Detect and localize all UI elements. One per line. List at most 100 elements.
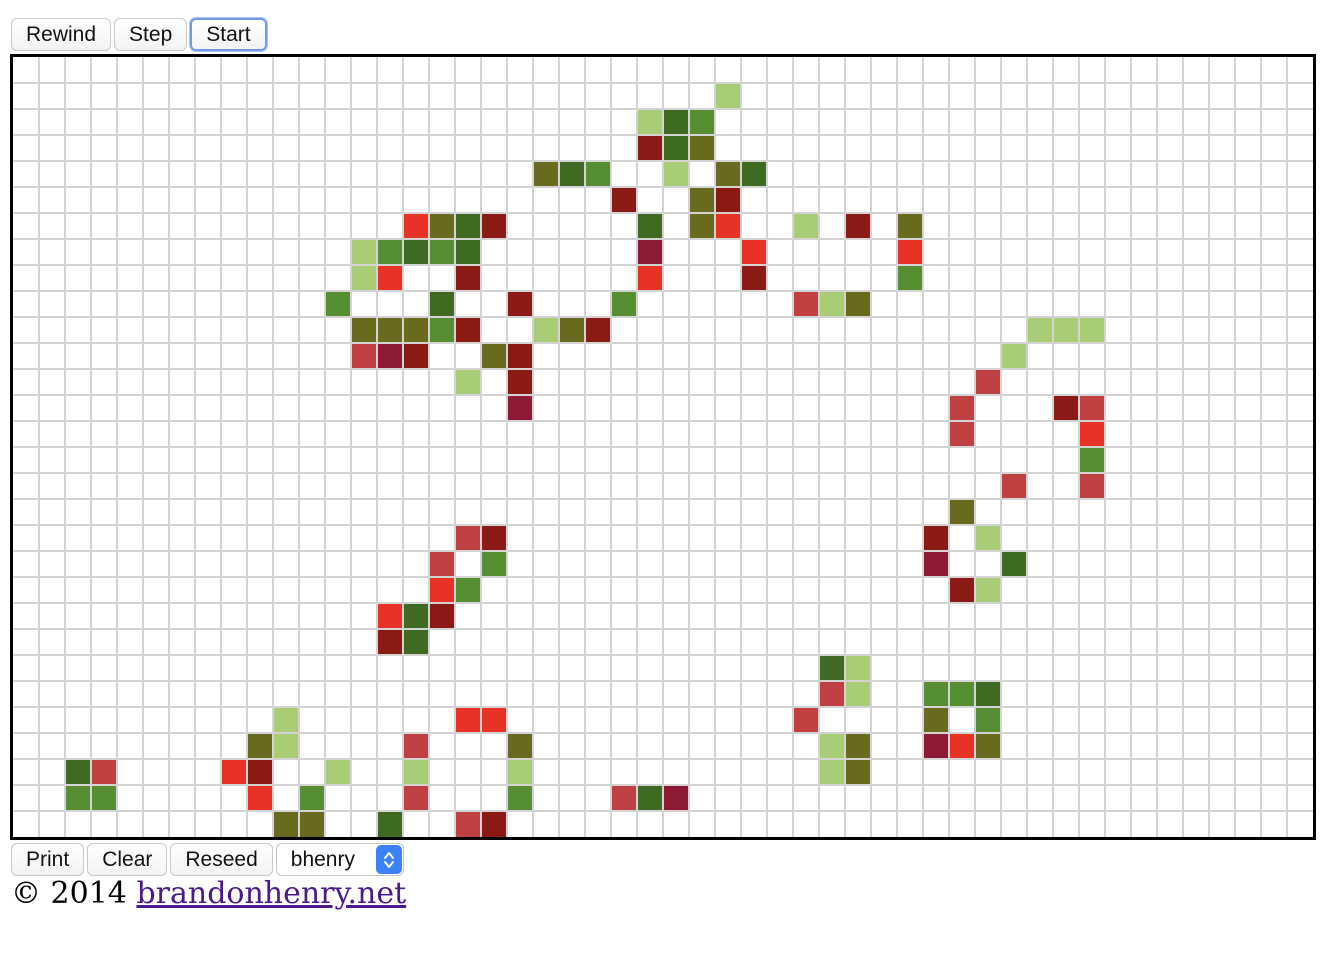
live-cell[interactable] [923, 551, 949, 577]
live-cell[interactable] [923, 707, 949, 733]
live-cell[interactable] [533, 161, 559, 187]
live-cell[interactable] [507, 733, 533, 759]
live-cell[interactable] [1027, 317, 1053, 343]
live-cell[interactable] [403, 785, 429, 811]
live-cell[interactable] [975, 707, 1001, 733]
live-cell[interactable] [481, 343, 507, 369]
live-cell[interactable] [689, 135, 715, 161]
live-cell[interactable] [429, 551, 455, 577]
print-button[interactable]: Print [11, 843, 85, 876]
live-cell[interactable] [793, 707, 819, 733]
live-cell[interactable] [221, 759, 247, 785]
live-cell[interactable] [637, 135, 663, 161]
live-cell[interactable] [507, 395, 533, 421]
live-cell[interactable] [481, 811, 507, 837]
live-cell[interactable] [429, 213, 455, 239]
live-cell[interactable] [897, 213, 923, 239]
live-cell[interactable] [663, 135, 689, 161]
live-cell[interactable] [377, 265, 403, 291]
live-cell[interactable] [429, 239, 455, 265]
live-cell[interactable] [247, 733, 273, 759]
live-cell[interactable] [481, 551, 507, 577]
live-cell[interactable] [1079, 447, 1105, 473]
live-cell[interactable] [923, 525, 949, 551]
live-cell[interactable] [1053, 395, 1079, 421]
live-cell[interactable] [845, 655, 871, 681]
live-cell[interactable] [403, 733, 429, 759]
live-cell[interactable] [377, 239, 403, 265]
live-cell[interactable] [1079, 317, 1105, 343]
live-cell[interactable] [819, 759, 845, 785]
live-cell[interactable] [481, 525, 507, 551]
live-cell[interactable] [247, 785, 273, 811]
live-cell[interactable] [91, 759, 117, 785]
live-cell[interactable] [455, 707, 481, 733]
live-cell[interactable] [845, 681, 871, 707]
live-cell[interactable] [689, 109, 715, 135]
live-cell[interactable] [403, 239, 429, 265]
live-cell[interactable] [741, 161, 767, 187]
live-cell[interactable] [559, 317, 585, 343]
live-cell[interactable] [845, 291, 871, 317]
live-cell[interactable] [377, 603, 403, 629]
live-cell[interactable] [611, 291, 637, 317]
live-cell[interactable] [845, 733, 871, 759]
live-cell[interactable] [819, 681, 845, 707]
live-cell[interactable] [403, 213, 429, 239]
live-cell[interactable] [507, 343, 533, 369]
live-cell[interactable] [897, 265, 923, 291]
live-cell[interactable] [949, 577, 975, 603]
live-cell[interactable] [845, 213, 871, 239]
live-cell[interactable] [741, 265, 767, 291]
live-cell[interactable] [351, 343, 377, 369]
live-cell[interactable] [949, 499, 975, 525]
step-button[interactable]: Step [114, 18, 188, 51]
live-cell[interactable] [715, 187, 741, 213]
live-cell[interactable] [403, 343, 429, 369]
live-cell[interactable] [1079, 473, 1105, 499]
live-cell[interactable] [689, 187, 715, 213]
live-cell[interactable] [299, 785, 325, 811]
live-cell[interactable] [65, 759, 91, 785]
live-cell[interactable] [689, 213, 715, 239]
live-cell[interactable] [741, 239, 767, 265]
live-cell[interactable] [949, 733, 975, 759]
live-cell[interactable] [793, 213, 819, 239]
live-cell[interactable] [715, 83, 741, 109]
live-cell[interactable] [351, 317, 377, 343]
live-cell[interactable] [273, 707, 299, 733]
start-button[interactable]: Start [190, 18, 267, 51]
live-cell[interactable] [975, 369, 1001, 395]
live-cell[interactable] [1001, 473, 1027, 499]
live-cell[interactable] [325, 759, 351, 785]
live-cell[interactable] [429, 603, 455, 629]
live-cell[interactable] [793, 291, 819, 317]
live-cell[interactable] [65, 785, 91, 811]
live-cell[interactable] [715, 161, 741, 187]
live-cell[interactable] [975, 681, 1001, 707]
live-cell[interactable] [533, 317, 559, 343]
live-cell[interactable] [455, 525, 481, 551]
live-cell[interactable] [507, 785, 533, 811]
live-cell[interactable] [507, 759, 533, 785]
live-cell[interactable] [377, 317, 403, 343]
live-cell[interactable] [377, 811, 403, 837]
live-cell[interactable] [403, 603, 429, 629]
live-cell[interactable] [507, 291, 533, 317]
live-cell[interactable] [663, 109, 689, 135]
live-cell[interactable] [351, 239, 377, 265]
live-cell[interactable] [637, 265, 663, 291]
live-cell[interactable] [923, 681, 949, 707]
live-cell[interactable] [247, 759, 273, 785]
live-cell[interactable] [923, 733, 949, 759]
live-cell[interactable] [429, 317, 455, 343]
live-cell[interactable] [611, 187, 637, 213]
live-cell[interactable] [455, 369, 481, 395]
live-cell[interactable] [455, 239, 481, 265]
live-cell[interactable] [429, 291, 455, 317]
live-cell[interactable] [481, 707, 507, 733]
live-cell[interactable] [273, 733, 299, 759]
live-cell[interactable] [377, 629, 403, 655]
seed-select[interactable]: bhenry [275, 843, 404, 876]
game-board[interactable] [10, 54, 1316, 840]
